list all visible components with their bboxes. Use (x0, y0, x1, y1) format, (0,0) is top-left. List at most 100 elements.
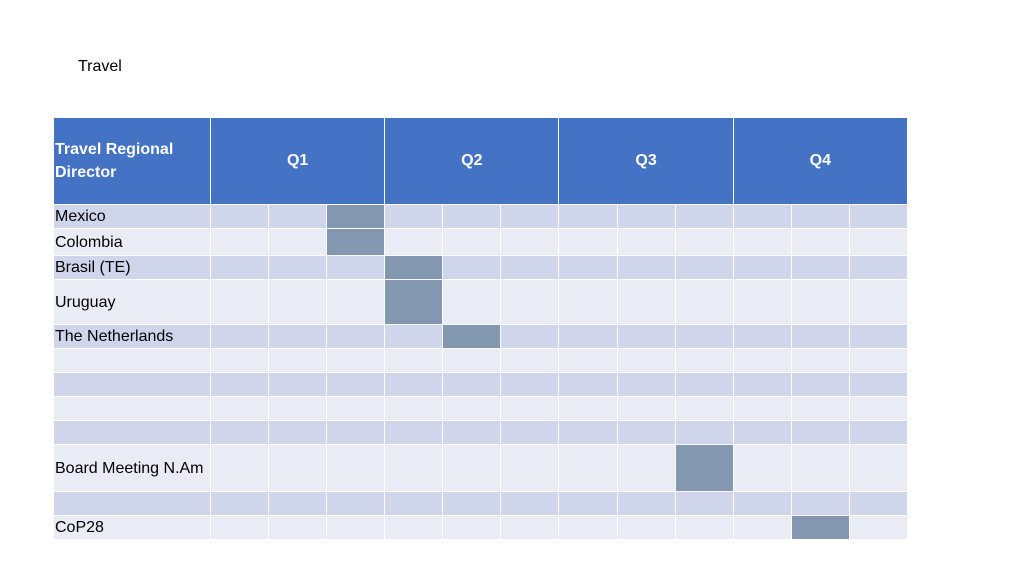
schedule-cell (384, 420, 444, 445)
schedule-cell (209, 420, 270, 445)
quarter-header-q1: Q1 (209, 117, 386, 205)
schedule-cell (209, 324, 270, 349)
schedule-cell (268, 396, 328, 421)
schedule-cell (268, 515, 328, 540)
table-row: Mexico (53, 204, 909, 229)
schedule-cell (790, 228, 850, 256)
schedule-cell (674, 420, 734, 445)
schedule-cell-active (674, 444, 734, 492)
schedule-cell (558, 491, 618, 516)
table-row (53, 396, 909, 421)
schedule-cell (732, 255, 792, 280)
schedule-cell (616, 204, 676, 229)
schedule-cell (209, 228, 270, 256)
schedule-cell (848, 228, 909, 256)
table-row: The Netherlands (53, 324, 909, 349)
schedule-cell (500, 515, 560, 540)
schedule-cell (209, 255, 270, 280)
schedule-cell (616, 491, 676, 516)
schedule-cell (384, 372, 444, 397)
table-row: Board Meeting N.Am (53, 444, 909, 492)
row-label (53, 420, 211, 445)
schedule-cell-active (326, 228, 386, 256)
schedule-cell (558, 204, 618, 229)
schedule-cell (442, 348, 502, 373)
schedule-cell-active (442, 324, 502, 349)
schedule-cell (268, 228, 328, 256)
schedule-cell (848, 279, 909, 325)
schedule-cell (558, 324, 618, 349)
row-label: CoP28 (53, 515, 211, 540)
schedule-cell (674, 372, 734, 397)
schedule-cell (674, 324, 734, 349)
schedule-cell (268, 348, 328, 373)
schedule-cell (268, 324, 328, 349)
schedule-cell (209, 348, 270, 373)
schedule-cell (384, 228, 444, 256)
table-row: Uruguay (53, 279, 909, 325)
schedule-cell (384, 491, 444, 516)
schedule-cell (326, 420, 386, 445)
schedule-cell (500, 372, 560, 397)
schedule-cell (500, 279, 560, 325)
schedule-cell (384, 396, 444, 421)
row-label (53, 348, 211, 373)
schedule-cell (500, 491, 560, 516)
slide-title: Travel (78, 58, 122, 75)
schedule-cell (732, 324, 792, 349)
schedule-cell (500, 348, 560, 373)
travel-schedule-table: Travel Regional Director Q1 Q2 Q3 Q4 Mex… (53, 117, 909, 540)
schedule-cell (848, 324, 909, 349)
schedule-cell (848, 420, 909, 445)
quarter-header-q4: Q4 (732, 117, 909, 205)
schedule-cell (848, 348, 909, 373)
table-row (53, 491, 909, 516)
schedule-cell (674, 515, 734, 540)
schedule-cell (732, 372, 792, 397)
schedule-cell (442, 255, 502, 280)
schedule-cell (326, 491, 386, 516)
schedule-cell (616, 515, 676, 540)
schedule-cell (732, 204, 792, 229)
schedule-cell (442, 228, 502, 256)
schedule-cell (326, 444, 386, 492)
schedule-cell (268, 444, 328, 492)
schedule-cell (442, 396, 502, 421)
schedule-cell (209, 204, 270, 229)
schedule-cell (442, 515, 502, 540)
schedule-cell (500, 396, 560, 421)
schedule-cell (326, 396, 386, 421)
schedule-cell (732, 228, 792, 256)
schedule-cell (209, 444, 270, 492)
schedule-cell (442, 372, 502, 397)
schedule-cell (558, 396, 618, 421)
schedule-cell (384, 324, 444, 349)
schedule-cell (674, 255, 734, 280)
row-label: Board Meeting N.Am (53, 444, 211, 492)
schedule-cell (732, 515, 792, 540)
schedule-cell (790, 348, 850, 373)
schedule-cell (790, 324, 850, 349)
schedule-cell (790, 204, 850, 229)
table-header-row: Travel Regional Director Q1 Q2 Q3 Q4 (53, 117, 909, 205)
schedule-cell (500, 420, 560, 445)
schedule-cell (209, 396, 270, 421)
schedule-cell (558, 228, 618, 256)
schedule-cell (558, 515, 618, 540)
schedule-cell (384, 444, 444, 492)
table-row (53, 372, 909, 397)
schedule-cell (790, 420, 850, 445)
schedule-cell (732, 444, 792, 492)
schedule-cell (268, 491, 328, 516)
schedule-cell (209, 491, 270, 516)
schedule-cell (558, 420, 618, 445)
quarter-header-q3: Q3 (558, 117, 734, 205)
schedule-cell (848, 255, 909, 280)
schedule-cell (616, 420, 676, 445)
schedule-cell (558, 372, 618, 397)
schedule-cell-active (790, 515, 850, 540)
schedule-cell (674, 396, 734, 421)
schedule-cell (848, 396, 909, 421)
schedule-cell (209, 279, 270, 325)
schedule-cell (268, 255, 328, 280)
